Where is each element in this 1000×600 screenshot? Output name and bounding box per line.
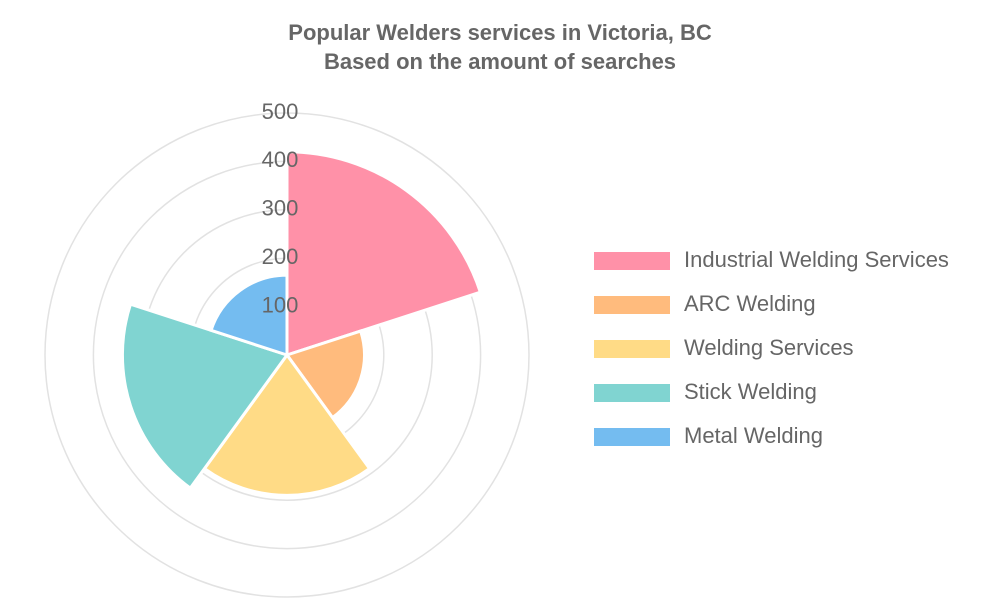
sector — [284, 329, 366, 420]
legend-swatch — [594, 252, 670, 270]
sector — [120, 302, 290, 491]
sector — [209, 273, 289, 358]
legend-swatch — [594, 384, 670, 402]
legend-swatch — [594, 428, 670, 446]
r-tick-label: 100 — [262, 292, 299, 317]
grid-circle — [44, 112, 530, 598]
legend-label: Metal Welding — [684, 423, 823, 448]
r-tick-label: 500 — [262, 99, 299, 124]
chart-subtitle: Based on the amount of searches — [324, 49, 676, 74]
legend-label: Industrial Welding Services — [684, 247, 949, 272]
r-tick-label: 400 — [262, 147, 299, 172]
legend-swatch — [594, 296, 670, 314]
r-tick-label: 200 — [262, 244, 299, 269]
sector — [285, 150, 483, 358]
chart-title: Popular Welders services in Victoria, BC — [288, 20, 712, 45]
legend-label: Welding Services — [684, 335, 854, 360]
sector — [202, 352, 372, 497]
legend-label: Stick Welding — [684, 379, 817, 404]
legend-swatch — [594, 340, 670, 358]
legend-label: ARC Welding — [684, 291, 816, 316]
r-tick-label: 300 — [262, 196, 299, 221]
